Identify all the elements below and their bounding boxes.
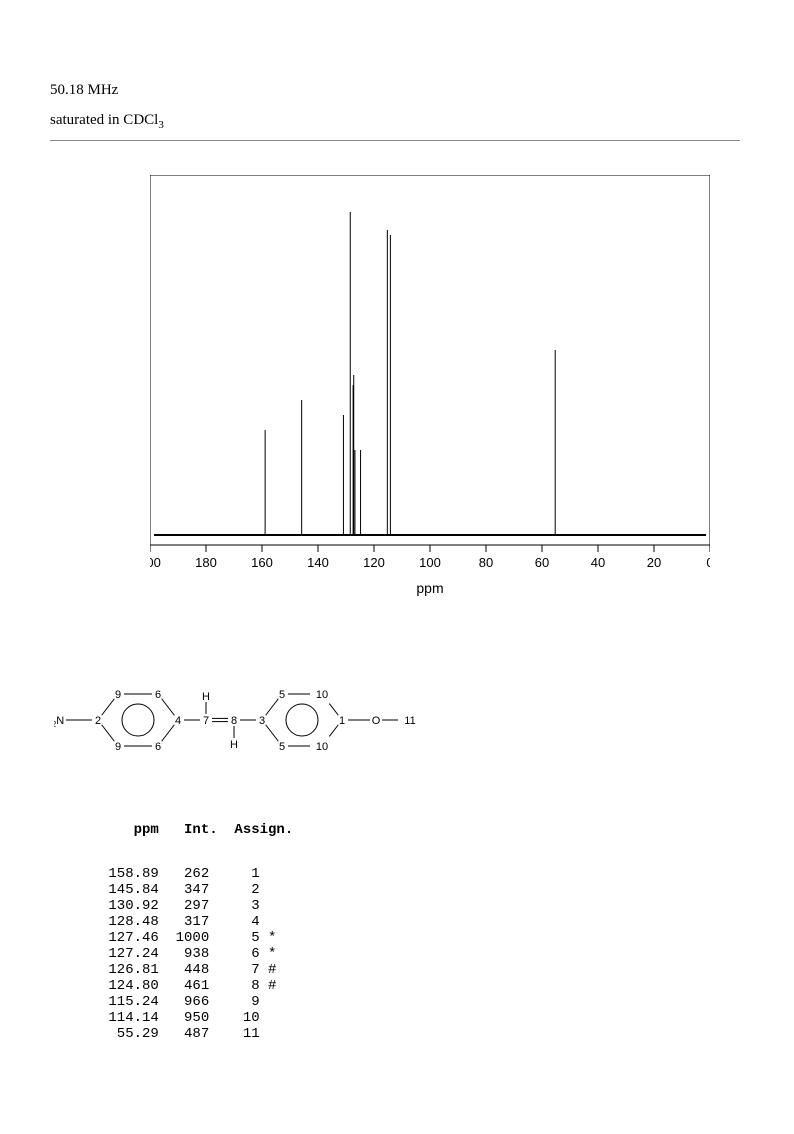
- svg-text:0: 0: [706, 555, 710, 570]
- svg-text:140: 140: [307, 555, 329, 570]
- table-row: 127.46 1000 5 *: [100, 930, 293, 946]
- table-row: 158.89 262 1: [100, 866, 293, 882]
- svg-text:120: 120: [363, 555, 385, 570]
- svg-text:H2N: H2N: [54, 715, 64, 729]
- table-row: 145.84 347 2: [100, 882, 293, 898]
- svg-text:100: 100: [419, 555, 441, 570]
- table-row: 55.29 487 11: [100, 1026, 293, 1042]
- molecular-structure: H2N 2 9 9 6 6 4 H H 7 8 3 5 5 10 10 1 O 11: [54, 670, 434, 770]
- svg-text:5: 5: [279, 689, 285, 701]
- table-row: 127.24 938 6 *: [100, 946, 293, 962]
- table-row: 114.14 950 10: [100, 1010, 293, 1026]
- svg-text:60: 60: [535, 555, 549, 570]
- svg-text:6: 6: [155, 741, 161, 753]
- table-row: 124.80 461 8 #: [100, 978, 293, 994]
- svg-text:9: 9: [115, 741, 121, 753]
- svg-text:200: 200: [150, 555, 161, 570]
- table-row: 130.92 297 3: [100, 898, 293, 914]
- frequency-text: 50.18 MHz: [50, 82, 118, 99]
- solvent-prefix: saturated in CDCl: [50, 112, 158, 128]
- svg-text:8: 8: [231, 715, 237, 727]
- svg-text:7: 7: [203, 715, 209, 727]
- svg-text:180: 180: [195, 555, 217, 570]
- svg-text:6: 6: [155, 689, 161, 701]
- spectrum-svg: 200180160140120100806040200ppm: [150, 175, 710, 610]
- svg-text:1: 1: [339, 715, 345, 727]
- svg-text:O: O: [372, 715, 381, 727]
- table-header-row: ppm Int. Assign.: [100, 822, 293, 838]
- svg-text:160: 160: [251, 555, 273, 570]
- solvent-sub: 3: [158, 119, 164, 131]
- svg-text:10: 10: [316, 689, 328, 701]
- table-row: 128.48 317 4: [100, 914, 293, 930]
- svg-text:80: 80: [479, 555, 493, 570]
- svg-text:H: H: [202, 691, 210, 703]
- header-divider: [50, 140, 740, 141]
- structure-svg: H2N 2 9 9 6 6 4 H H 7 8 3 5 5 10 10 1 O 11: [54, 670, 434, 770]
- svg-text:5: 5: [279, 741, 285, 753]
- table-row: 115.24 966 9: [100, 994, 293, 1010]
- peak-table: ppm Int. Assign. 158.89 262 1 145.84 347…: [100, 790, 293, 1058]
- svg-text:20: 20: [647, 555, 661, 570]
- solvent-text: saturated in CDCl3: [50, 112, 164, 131]
- table-row: 126.81 448 7 #: [100, 962, 293, 978]
- svg-text:10: 10: [316, 741, 328, 753]
- svg-text:H: H: [230, 739, 238, 751]
- svg-text:9: 9: [115, 689, 121, 701]
- svg-text:2: 2: [95, 715, 101, 727]
- svg-text:4: 4: [175, 715, 181, 727]
- svg-text:40: 40: [591, 555, 605, 570]
- svg-text:3: 3: [259, 715, 265, 727]
- svg-text:ppm: ppm: [416, 580, 443, 596]
- svg-text:11: 11: [404, 715, 415, 727]
- nmr-spectrum: 200180160140120100806040200ppm: [150, 175, 710, 610]
